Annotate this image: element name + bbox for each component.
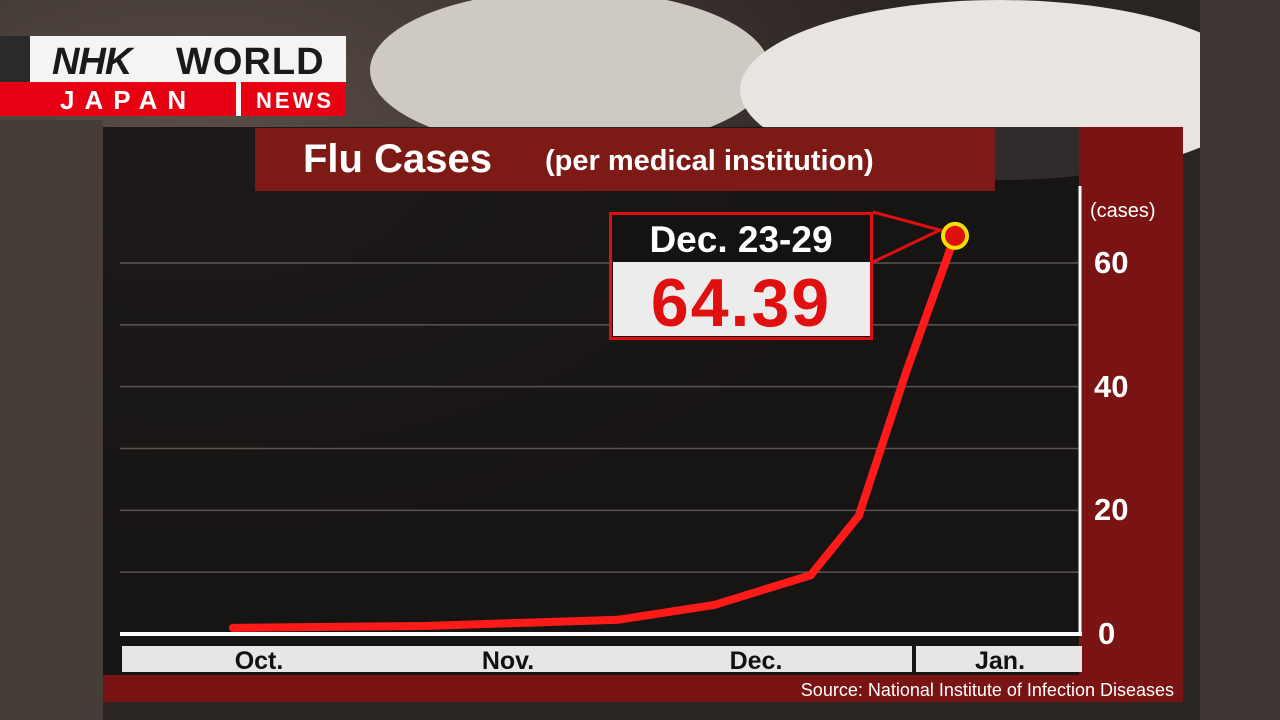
logo-japan-text: JAPAN — [60, 85, 197, 115]
callout-pointer — [872, 210, 945, 264]
chart-title: Flu Cases — [303, 137, 492, 181]
panel-accent-band — [1079, 127, 1183, 702]
highlight-week-label: Dec. 23-29 — [649, 219, 833, 260]
data-point — [614, 615, 623, 624]
x-tick-label: Oct. — [234, 647, 284, 675]
y-tick-label: 40 — [1094, 368, 1129, 404]
source-credit: Source: National Institute of Infection … — [800, 680, 1174, 700]
peak-point-marker — [941, 221, 969, 250]
series-line — [229, 231, 959, 632]
y-tick-label: 60 — [1094, 245, 1129, 280]
category-segment — [916, 646, 1082, 672]
data-point — [902, 365, 911, 374]
data-point — [421, 621, 430, 630]
x-tick-label: Nov. — [481, 647, 535, 675]
logo-world-text: WORLD — [176, 41, 325, 83]
highlight-value: 64.39 — [650, 265, 832, 341]
data-point — [710, 600, 719, 609]
x-tick-label: Dec. — [729, 647, 783, 675]
logo-news-text: NEWS — [256, 88, 334, 113]
y-tick-label: 20 — [1094, 492, 1129, 528]
logo-nhk-text: NHK — [52, 41, 132, 83]
grid-lines — [120, 262, 1078, 573]
highlight-value-box — [613, 262, 870, 336]
category-segment — [122, 646, 912, 672]
x-tick-label: Jan. — [974, 647, 1026, 675]
series-layer — [229, 221, 969, 632]
y-tick-label: 0 — [1098, 616, 1116, 651]
chart-subtitle: (per medical institution) — [545, 145, 874, 177]
data-point — [854, 511, 863, 520]
data-point — [806, 571, 815, 580]
nhk-world-japan-logo: NHK WORLD JAPAN NEWS — [0, 36, 346, 116]
y-axis-unit: (cases) — [1090, 200, 1156, 222]
chart-title-box — [255, 128, 995, 191]
panel-footer-band — [103, 675, 1183, 702]
data-point — [229, 623, 237, 632]
